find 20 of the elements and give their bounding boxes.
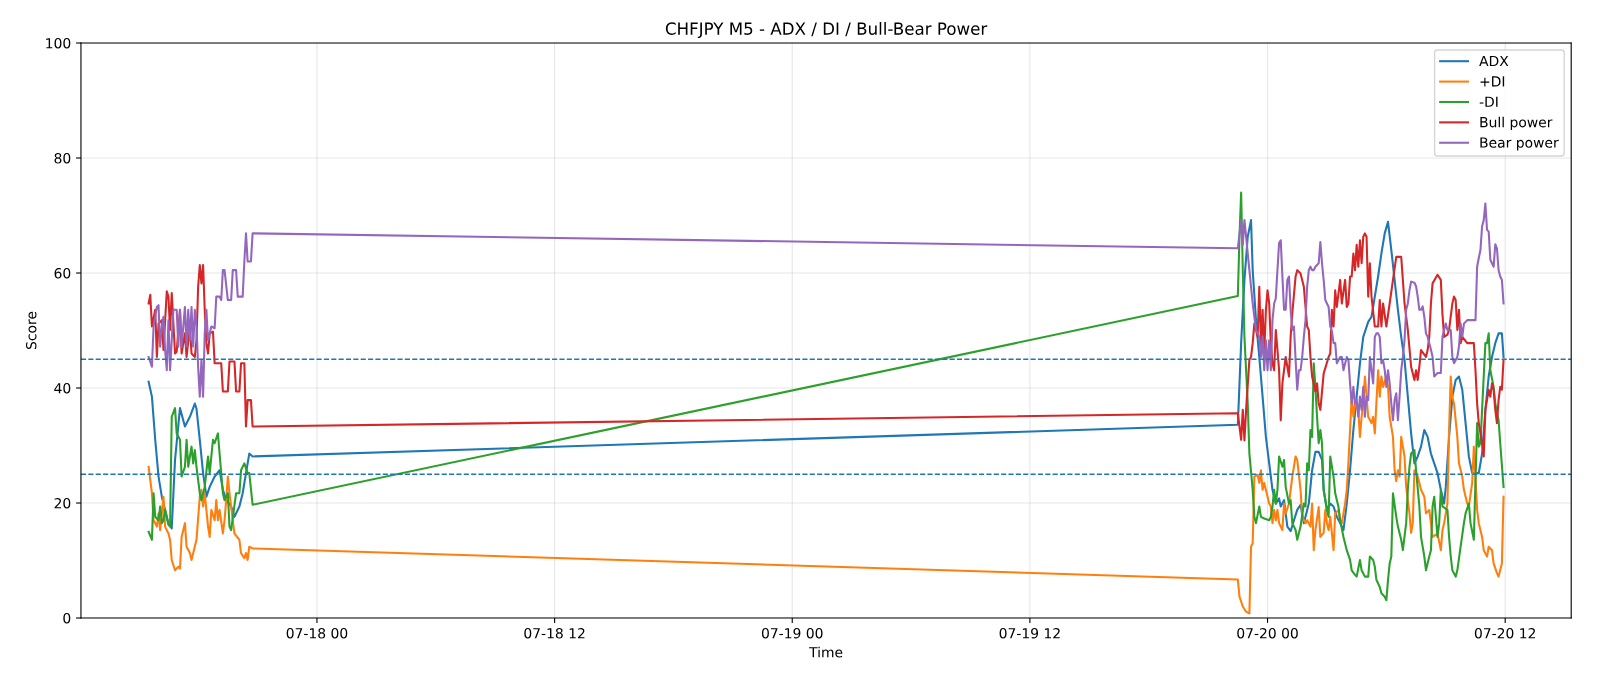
y-axis-title: Score	[25, 311, 37, 350]
legend-label: Bull power	[1480, 116, 1553, 131]
legend-label: -DI	[1479, 96, 1498, 107]
chart-title: CHFJPY M5 - ADX / DI / Bull-Bear Power	[665, 22, 988, 39]
y-tick-label: 60	[54, 267, 71, 279]
x-tick-label: 07-18 00	[286, 627, 348, 639]
y-tick-label: 40	[54, 382, 71, 394]
x-tick-label: 07-19 12	[999, 627, 1060, 639]
y-tick-label: 100	[46, 37, 71, 49]
legend-label: +DI	[1480, 76, 1505, 87]
legend-label: Bear power	[1480, 137, 1559, 151]
y-tick-label: 0	[63, 612, 71, 624]
legend-label: ADX	[1479, 55, 1509, 67]
x-tick-label: 07-20 12	[1474, 627, 1536, 639]
y-tick-label: 80	[54, 152, 71, 164]
y-tick-label: 20	[54, 497, 71, 509]
x-tick-label: 07-19 00	[761, 627, 823, 639]
x-axis-title: Time	[809, 646, 843, 658]
x-tick-label: 07-18 12	[524, 627, 585, 639]
x-tick-label: 07-20 00	[1237, 627, 1298, 639]
